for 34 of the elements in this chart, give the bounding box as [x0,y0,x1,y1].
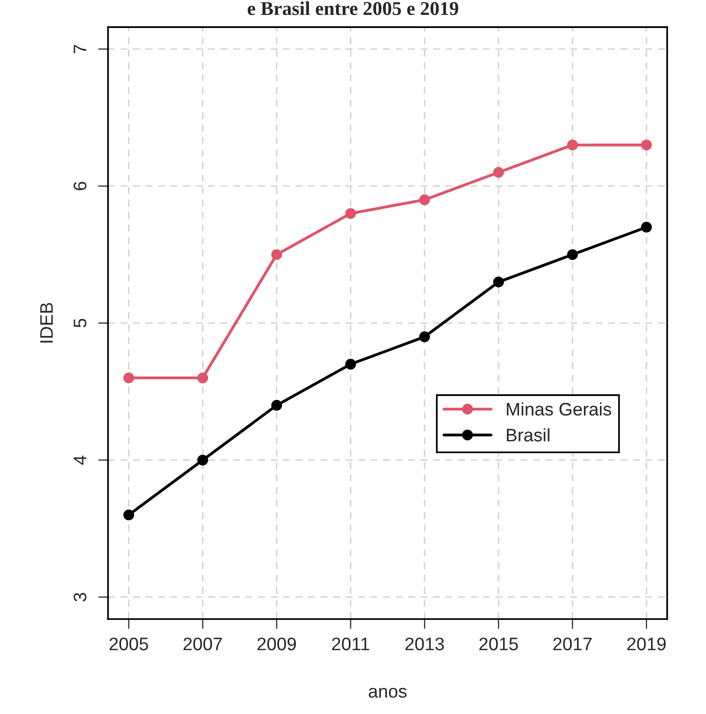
x-axis-title: anos [368,688,407,698]
y-axis-title: IDEB [40,302,53,342]
y-tick-label: 7 [74,44,86,54]
point [123,510,134,520]
x-tick-label: 2005 [110,638,148,650]
point [197,454,208,466]
point [419,194,430,206]
x-tick-label: 2019 [627,638,666,650]
y-tick-label: 6 [74,182,86,190]
x-tick-label: 2017 [553,638,592,650]
legend-label: Minas Gerais [506,402,612,416]
x-tick-label: 2007 [184,638,222,650]
point [271,400,282,411]
x-tick-label: 2015 [479,638,518,650]
y-tick-label: 5 [74,318,86,328]
legend-label: Brasil [506,428,550,442]
point [123,372,134,384]
point [271,249,282,260]
point [345,208,356,219]
point [567,249,578,260]
y-tick-label: 3 [74,592,86,602]
point [419,331,430,342]
point [641,222,652,233]
x-tick-label: 2013 [405,638,444,650]
x-tick-label: 2009 [257,638,296,650]
point [493,276,504,288]
point [345,358,356,370]
y-tick-label: 4 [74,456,86,465]
point [641,140,652,150]
point [493,166,504,178]
point [567,140,578,150]
x-tick-label: 2011 [332,638,370,650]
point [197,372,208,384]
chart-title: e Brasil entre 2005 e 2019 [248,1,458,16]
